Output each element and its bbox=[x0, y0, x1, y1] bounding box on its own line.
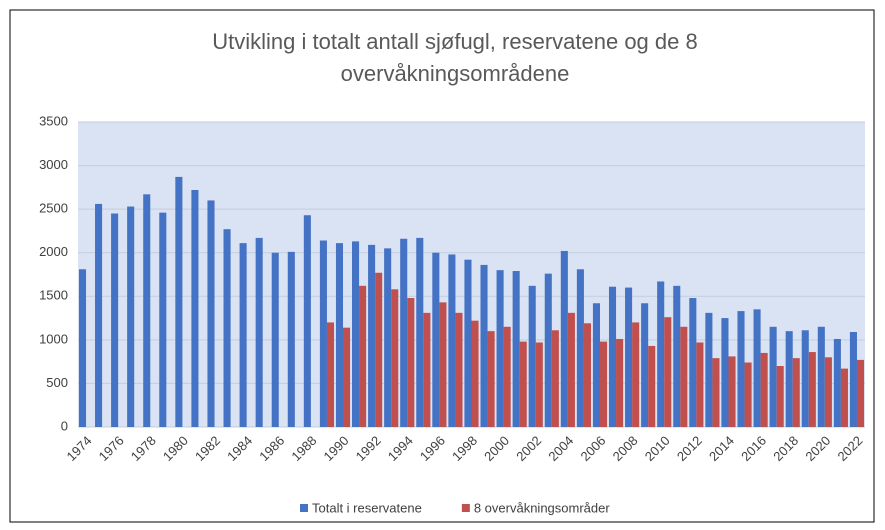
bar bbox=[560, 250, 568, 427]
bar bbox=[801, 330, 809, 427]
legend-swatch bbox=[461, 504, 470, 512]
legend-swatch bbox=[300, 504, 308, 512]
bar bbox=[792, 358, 800, 427]
bar bbox=[519, 341, 527, 427]
bar bbox=[625, 287, 633, 427]
bar bbox=[760, 352, 768, 427]
y-tick-label: 3000 bbox=[39, 157, 68, 172]
bar bbox=[737, 311, 745, 427]
bar bbox=[592, 303, 600, 427]
bar bbox=[439, 302, 447, 427]
bar bbox=[512, 271, 520, 427]
bar bbox=[423, 312, 431, 427]
bar bbox=[721, 318, 729, 427]
bar bbox=[856, 359, 865, 427]
bar bbox=[712, 358, 720, 427]
legend-label: Totalt i reservatene bbox=[312, 500, 422, 515]
bar bbox=[384, 248, 392, 427]
bar bbox=[375, 272, 383, 427]
y-tick-label: 1000 bbox=[39, 331, 68, 346]
bar bbox=[432, 252, 440, 427]
bar bbox=[503, 326, 511, 427]
bar bbox=[535, 342, 543, 427]
bar bbox=[673, 285, 681, 427]
bar bbox=[471, 320, 479, 427]
bar bbox=[616, 338, 624, 427]
bar bbox=[303, 215, 311, 427]
bar bbox=[576, 269, 584, 427]
bar bbox=[583, 323, 591, 427]
bar bbox=[696, 342, 704, 427]
bar bbox=[487, 331, 495, 427]
bar bbox=[544, 273, 552, 427]
bar bbox=[769, 326, 777, 427]
bar bbox=[496, 270, 504, 427]
bar bbox=[849, 332, 857, 427]
bar bbox=[641, 303, 649, 427]
bar bbox=[528, 285, 536, 427]
bar bbox=[455, 312, 463, 427]
bar bbox=[817, 326, 825, 427]
bar bbox=[680, 326, 688, 427]
bar bbox=[480, 264, 488, 427]
bar bbox=[824, 357, 832, 427]
bar bbox=[326, 322, 335, 427]
bar bbox=[567, 312, 575, 427]
bar bbox=[207, 200, 215, 427]
bar bbox=[143, 194, 151, 427]
y-tick-label: 0 bbox=[61, 418, 68, 433]
bar bbox=[111, 213, 119, 427]
bar bbox=[359, 285, 367, 427]
bar bbox=[705, 312, 713, 427]
bar bbox=[343, 327, 351, 427]
bar bbox=[95, 203, 103, 427]
bar bbox=[416, 237, 424, 427]
bar bbox=[664, 317, 672, 427]
bar bbox=[239, 243, 247, 427]
legend-label: 8 overvåkningsområder bbox=[474, 500, 611, 515]
bar bbox=[551, 330, 559, 427]
y-tick-label: 3500 bbox=[39, 113, 68, 128]
bar bbox=[464, 259, 472, 427]
bar bbox=[352, 241, 360, 427]
bar bbox=[335, 243, 344, 427]
bar bbox=[400, 238, 408, 427]
bar bbox=[785, 331, 793, 427]
bar bbox=[728, 356, 736, 427]
bar bbox=[287, 251, 295, 427]
bar bbox=[744, 362, 752, 427]
bar bbox=[753, 309, 761, 427]
chart-title: Utvikling i totalt antall sjøfugl, reser… bbox=[212, 29, 698, 86]
bar bbox=[632, 322, 640, 427]
bar bbox=[271, 252, 279, 427]
bar bbox=[191, 189, 199, 427]
bar bbox=[648, 345, 656, 427]
bar bbox=[657, 281, 665, 427]
bar bbox=[78, 269, 87, 427]
bar bbox=[255, 237, 263, 427]
bar bbox=[833, 338, 841, 427]
y-tick-label: 500 bbox=[46, 375, 68, 390]
bar bbox=[689, 298, 697, 427]
y-tick-label: 2000 bbox=[39, 244, 68, 259]
bar bbox=[840, 368, 848, 427]
bar bbox=[776, 366, 784, 427]
bar bbox=[391, 289, 399, 427]
y-tick-label: 2500 bbox=[39, 201, 68, 216]
y-tick-label: 1500 bbox=[39, 288, 68, 303]
bar bbox=[407, 298, 415, 427]
bar bbox=[448, 254, 456, 427]
bar bbox=[599, 341, 608, 427]
bar bbox=[223, 229, 231, 427]
bar bbox=[808, 352, 816, 427]
bar bbox=[608, 286, 617, 427]
bar bbox=[175, 176, 183, 427]
bar bbox=[127, 206, 135, 427]
bar bbox=[159, 212, 167, 427]
bar bbox=[319, 240, 327, 427]
bar bbox=[368, 244, 376, 427]
